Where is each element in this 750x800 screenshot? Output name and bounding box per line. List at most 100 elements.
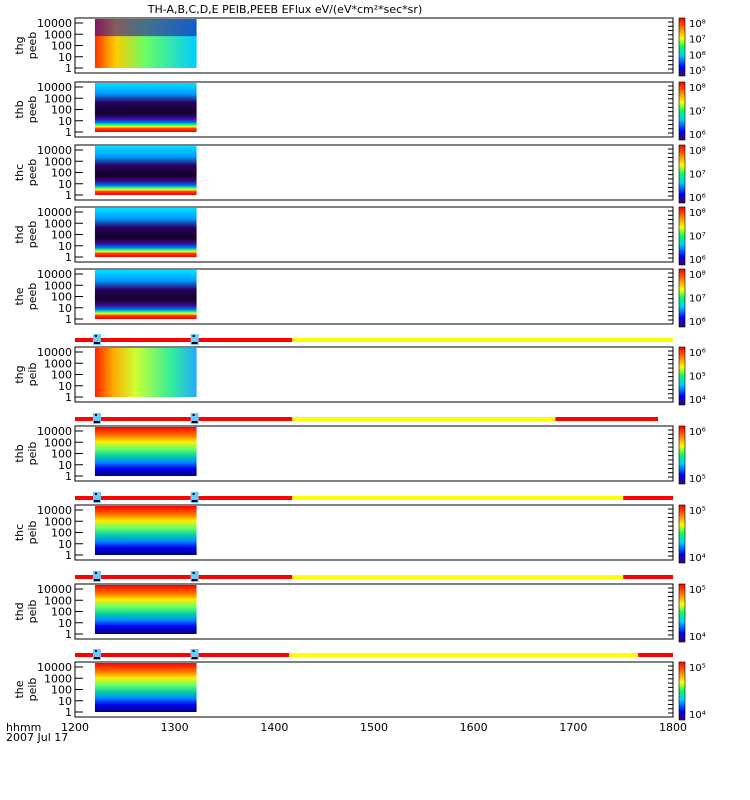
- colorbar: [678, 661, 686, 721]
- colorbar-tick-label: 10⁴: [689, 395, 706, 406]
- mode-bar-segment: [623, 496, 673, 500]
- colorbar: [678, 17, 686, 77]
- y-tick-label: 100: [51, 527, 72, 540]
- colorbar-tick-label: 10⁴: [689, 632, 706, 643]
- panel-probe-label: thc: [13, 524, 26, 541]
- y-tick-label: 1000: [44, 92, 72, 105]
- y-tick-label: 10000: [37, 17, 72, 30]
- y-tick-label: 1: [65, 126, 72, 139]
- y-tick-label: 10: [58, 302, 72, 315]
- panel-probe-label: thg: [13, 365, 26, 383]
- mode-marker: [190, 571, 199, 582]
- panel-type-label: peeb: [26, 159, 39, 187]
- spectrogram-data: [94, 146, 197, 195]
- colorbar-tick-label: 10⁶: [689, 50, 706, 61]
- colorbar: [678, 425, 686, 485]
- mode-marker: [92, 492, 101, 503]
- mode-marker-dot: [94, 335, 97, 337]
- mode-marker-dot: [191, 500, 198, 502]
- mode-bar-segment: [292, 338, 673, 342]
- spectrogram-data: [94, 348, 197, 397]
- y-tick-label: 10: [58, 51, 72, 64]
- spectrogram-data: [94, 585, 197, 634]
- colorbar: [678, 504, 686, 564]
- colorbar-tick-label: 10⁶: [689, 130, 706, 141]
- panel-type-label: peeb: [26, 32, 39, 60]
- mode-marker-dot: [192, 414, 195, 416]
- mode-marker-dot: [191, 579, 198, 581]
- y-tick-label: 1: [65, 391, 72, 404]
- y-tick-label: 100: [51, 684, 72, 697]
- y-tick-label: 1: [65, 189, 72, 202]
- mode-bar-segment: [75, 496, 293, 500]
- y-tick-label: 100: [51, 167, 72, 180]
- mode-marker-dot: [94, 414, 97, 416]
- mode-marker-dot: [94, 650, 97, 652]
- mode-marker: [190, 492, 199, 503]
- y-tick-label: 1000: [44, 672, 72, 685]
- x-axis-date: 2007 Jul 17: [6, 731, 68, 744]
- x-tick-label: 1700: [559, 721, 587, 734]
- y-tick-label: 100: [51, 291, 72, 304]
- mode-marker: [190, 334, 199, 345]
- y-tick-label: 1: [65, 470, 72, 483]
- colorbar: [678, 346, 686, 406]
- colorbar-tick-label: 10⁵: [689, 474, 706, 485]
- y-tick-label: 1: [65, 628, 72, 641]
- colorbar-tick-label: 10⁴: [689, 553, 706, 564]
- y-tick-label: 1000: [44, 515, 72, 528]
- y-tick-label: 10: [58, 538, 72, 551]
- panel-type-label: peeb: [26, 283, 39, 311]
- mode-marker-dot: [94, 493, 97, 495]
- y-tick-label: 10: [58, 617, 72, 630]
- mode-marker-dot: [94, 572, 97, 574]
- panel-probe-label: the: [13, 680, 26, 698]
- mode-bar: [75, 413, 659, 424]
- x-tick-label: 1400: [260, 721, 288, 734]
- y-tick-label: 10: [58, 459, 72, 472]
- mode-bar-segment: [289, 653, 639, 657]
- colorbar-tick-label: 10⁶: [689, 427, 706, 438]
- spectrogram-data: [94, 208, 197, 257]
- colorbar-tick-label: 10⁸: [689, 83, 706, 94]
- y-tick-label: 100: [51, 104, 72, 117]
- x-tick-label: 1500: [360, 721, 388, 734]
- panel-probe-label: thb: [13, 100, 26, 118]
- mode-marker-dot: [93, 342, 100, 344]
- panel-type-label: peeb: [26, 221, 39, 249]
- spectrogram-band: [94, 19, 197, 37]
- panel-probe-label: thd: [13, 602, 26, 620]
- x-tick-label: 1200: [61, 721, 89, 734]
- y-tick-label: 10000: [37, 206, 72, 219]
- colorbar-tick-label: 10⁷: [689, 107, 706, 118]
- mode-bar-segment: [638, 653, 673, 657]
- panel-probe-label: thg: [13, 36, 26, 54]
- colorbar-tick-label: 10⁶: [689, 348, 706, 359]
- colorbar-tick-label: 10⁵: [689, 66, 706, 77]
- colorbar: [678, 144, 686, 204]
- y-tick-label: 10000: [37, 268, 72, 281]
- y-tick-label: 1: [65, 706, 72, 719]
- colorbar: [678, 81, 686, 141]
- panel-probe-label: thd: [13, 225, 26, 243]
- spectrogram-data: [94, 83, 197, 132]
- figure-title: TH-A,B,C,D,E PEIB,PEEB EFlux eV/(eV*cm²*…: [147, 3, 422, 16]
- y-tick-label: 1000: [44, 279, 72, 292]
- colorbar-tick-label: 10⁵: [689, 663, 706, 674]
- mode-bar-segment: [75, 575, 293, 579]
- colorbar-tick-label: 10⁶: [689, 255, 706, 266]
- mode-marker: [92, 413, 101, 424]
- panel-type-label: peib: [26, 678, 39, 702]
- y-tick-label: 1: [65, 313, 72, 326]
- mode-marker: [92, 649, 101, 660]
- y-tick-label: 100: [51, 369, 72, 382]
- x-tick-label: 1800: [659, 721, 687, 734]
- y-tick-label: 10: [58, 695, 72, 708]
